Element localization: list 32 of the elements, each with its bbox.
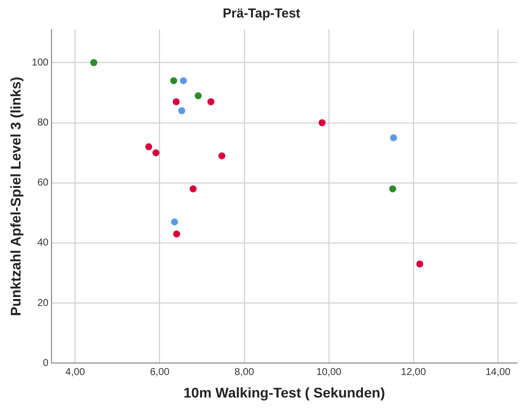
point [172,98,180,106]
point [194,92,202,100]
x-tick-label: 10,00 [316,366,342,378]
y-axis-title: Punktzahl Apfel-Spiel Level 3 (links) [7,76,24,316]
point [145,143,152,150]
point [218,152,226,160]
x-tick-label: 14,00 [485,366,511,378]
point [90,59,98,66]
point [416,260,424,268]
x-tick-label: 6,00 [150,366,170,378]
y-tick-label: 100 [32,57,49,68]
point [180,77,187,84]
point [152,149,160,156]
point [178,107,186,114]
point [190,185,197,192]
x-tick-label: 4,00 [65,366,86,378]
y-tick-label: 0 [42,358,49,369]
point [170,77,178,84]
x-tick-label: 8,00 [234,366,254,378]
y-tick-label: 40 [37,238,49,249]
y-tick-label: 20 [37,298,49,309]
point [173,230,180,238]
y-tick-label: 60 [37,178,49,189]
point [171,218,178,226]
x-axis-title: 10m Walking-Test ( Sekunden) [184,384,385,400]
point [207,98,214,106]
point [318,119,326,126]
x-tick-label: 12,00 [400,366,426,378]
chart-title: Prä-Tap-Test [222,5,301,20]
point [389,185,396,192]
y-tick-label: 80 [37,118,49,129]
point [390,134,398,142]
